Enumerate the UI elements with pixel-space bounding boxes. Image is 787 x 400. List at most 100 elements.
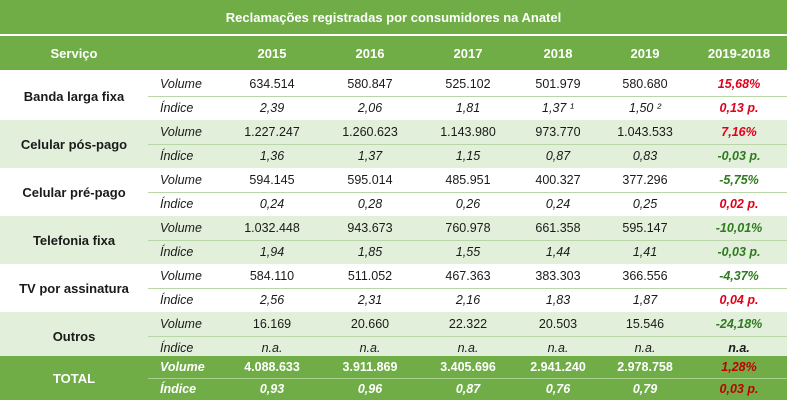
change-cell: -4,37%	[719, 269, 759, 283]
value-cell: n.a.	[634, 341, 656, 355]
metric-label: Índice	[160, 245, 194, 259]
metric-label: Índice	[160, 382, 197, 396]
table-header-row: Serviço 2015 2016 2017 2018 2019 2019-20…	[0, 36, 787, 70]
value-cell: 1,55	[455, 245, 481, 259]
value-cell: 0,76	[545, 382, 571, 396]
value-cell: 1,87	[632, 293, 658, 307]
value-cell: 0,24	[545, 197, 571, 211]
change-cell: 15,68%	[717, 77, 761, 91]
value-cell: 2,56	[259, 293, 285, 307]
value-cell: 4.088.633	[244, 360, 300, 374]
value-cell: 1.032.448	[244, 221, 300, 235]
value-cell: 467.363	[445, 269, 491, 283]
metric-label: Índice	[160, 149, 194, 163]
metric-label: Volume	[160, 77, 202, 91]
value-cell: 1,44	[545, 245, 571, 259]
value-cell: 0,87	[455, 382, 481, 396]
service-block: Outros Volume 16.169 20.660 22.322 20.503 15.5…	[0, 312, 787, 360]
header-year-2016: 2016	[355, 45, 385, 61]
value-cell: 2,06	[357, 101, 383, 115]
service-block: Banda larga fixa Volume 634.514 580.847 525.…	[0, 72, 787, 120]
metric-label: Índice	[160, 341, 194, 355]
value-cell: 1.227.247	[244, 125, 300, 139]
value-cell: 580.847	[347, 77, 393, 91]
value-cell: 0,79	[632, 382, 658, 396]
value-cell: 511.052	[347, 269, 393, 283]
service-name: Outros	[52, 328, 96, 344]
value-cell: 1,81	[455, 101, 481, 115]
metric-label: Volume	[160, 173, 202, 187]
header-year-2017: 2017	[453, 45, 483, 61]
service-name: TV por assinatura	[19, 280, 129, 296]
value-cell: 1,50 ²	[629, 101, 661, 115]
value-cell: 0,83	[632, 149, 658, 163]
value-cell: 943.673	[347, 221, 393, 235]
metric-label: Volume	[160, 269, 202, 283]
value-cell: 2.978.758	[617, 360, 673, 374]
value-cell: 1.260.623	[342, 125, 398, 139]
value-cell: 0,96	[357, 382, 383, 396]
row-divider	[148, 240, 787, 241]
value-cell: 0,28	[357, 197, 383, 211]
value-cell: 400.327	[535, 173, 581, 187]
header-change: 2019-2018	[707, 45, 771, 61]
change-cell: -0,03 p.	[717, 149, 761, 163]
change-cell: n.a.	[728, 341, 750, 355]
header-service: Serviço	[50, 45, 98, 61]
value-cell: 584.110	[249, 269, 295, 283]
value-cell: 3.911.869	[342, 360, 398, 374]
metric-label: Índice	[160, 101, 194, 115]
table-title: Reclamações registradas por consumidores…	[0, 0, 787, 34]
value-cell: 1,15	[455, 149, 481, 163]
value-cell: 525.102	[445, 77, 491, 91]
service-name: Celular pré-pago	[22, 184, 126, 200]
value-cell: 1.043.533	[617, 125, 673, 139]
change-cell: -24,18%	[715, 317, 763, 331]
change-cell: 0,03 p.	[719, 382, 759, 396]
value-cell: 1,83	[545, 293, 571, 307]
metric-label: Volume	[160, 221, 202, 235]
change-cell: -10,01%	[715, 221, 763, 235]
metric-label: Volume	[160, 317, 202, 331]
value-cell: 3.405.696	[440, 360, 496, 374]
value-cell: 661.358	[535, 221, 581, 235]
service-name: Celular pós-pago	[20, 136, 128, 152]
value-cell: 2.941.240	[530, 360, 586, 374]
value-cell: 1,41	[632, 245, 658, 259]
value-cell: n.a.	[457, 341, 479, 355]
service-name: Telefonia fixa	[32, 232, 116, 248]
row-divider	[148, 192, 787, 193]
value-cell: 20.503	[538, 317, 578, 331]
metric-label: Índice	[160, 293, 194, 307]
value-cell: 1,36	[259, 149, 285, 163]
header-year-2015: 2015	[257, 45, 287, 61]
row-divider	[148, 288, 787, 289]
service-block: Celular pós-pago Volume 1.227.247 1.260.623…	[0, 120, 787, 168]
value-cell: 2,39	[259, 101, 285, 115]
value-cell: 0,87	[545, 149, 571, 163]
row-divider	[148, 96, 787, 97]
value-cell: 1,94	[259, 245, 285, 259]
value-cell: 501.979	[535, 77, 581, 91]
value-cell: 0,26	[455, 197, 481, 211]
value-cell: 634.514	[249, 77, 295, 91]
change-cell: 0,02 p.	[719, 197, 759, 211]
change-cell: 0,04 p.	[719, 293, 759, 307]
value-cell: 580.680	[622, 77, 668, 91]
total-divider	[148, 378, 787, 379]
value-cell: 594.145	[249, 173, 295, 187]
value-cell: 0,93	[259, 382, 285, 396]
change-cell: 0,13 p.	[719, 101, 759, 115]
metric-label: Índice	[160, 197, 194, 211]
service-block: Telefonia fixa Volume 1.032.448 943.673 760.…	[0, 216, 787, 264]
value-cell: n.a.	[359, 341, 381, 355]
value-cell: 595.014	[347, 173, 393, 187]
value-cell: n.a.	[547, 341, 569, 355]
value-cell: 973.770	[535, 125, 581, 139]
service-block: TV por assinatura Volume 584.110 511.052 467…	[0, 264, 787, 312]
value-cell: 0,25	[632, 197, 658, 211]
header-year-2018: 2018	[543, 45, 573, 61]
value-cell: 383.303	[535, 269, 581, 283]
value-cell: 2,16	[455, 293, 481, 307]
